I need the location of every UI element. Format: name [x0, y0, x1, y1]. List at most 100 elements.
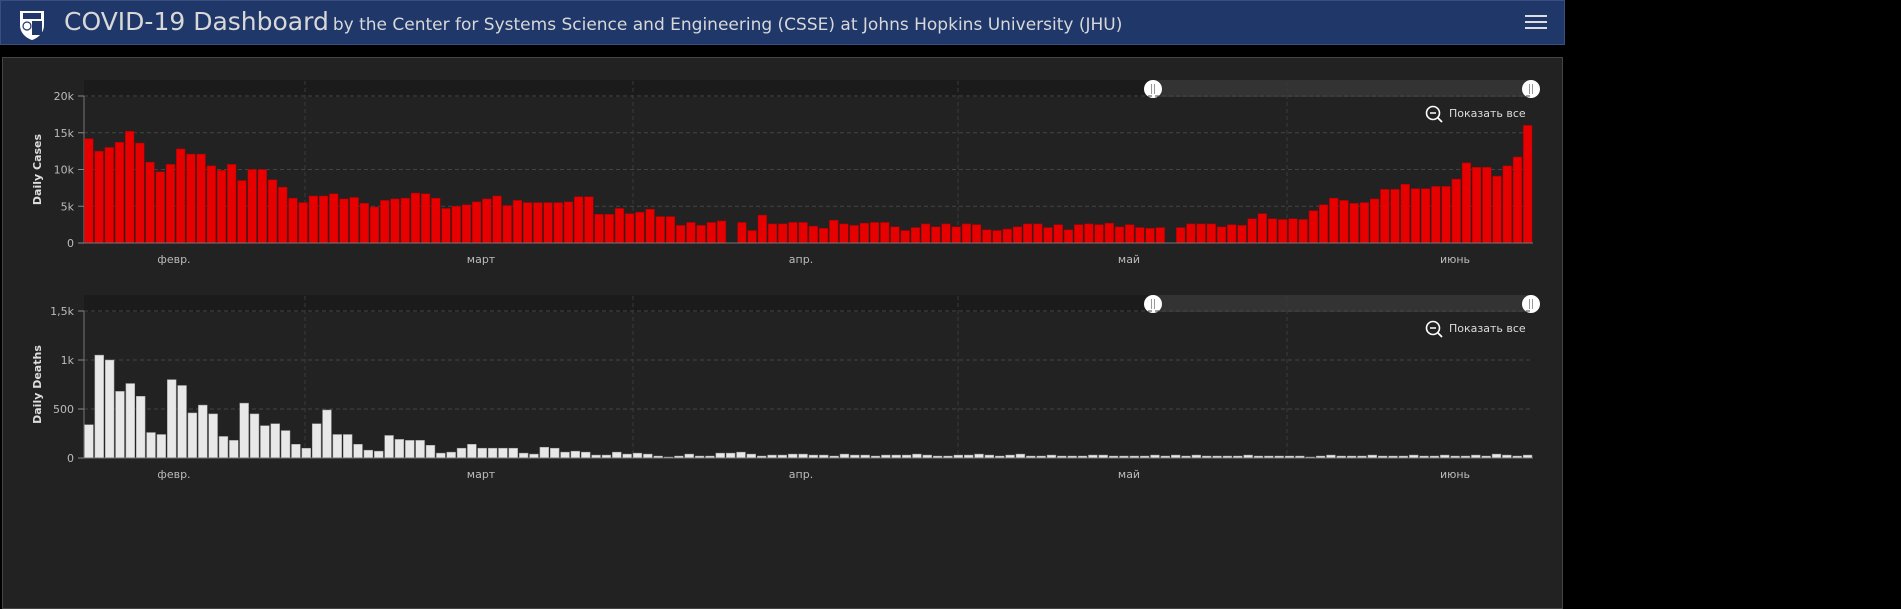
daily-cases-bar[interactable]: [318, 195, 329, 244]
daily-cases-bar[interactable]: [94, 150, 104, 244]
daily-deaths-bar[interactable]: [115, 391, 125, 459]
daily-cases-bar[interactable]: [859, 222, 869, 244]
daily-cases-bar[interactable]: [349, 197, 359, 244]
daily-cases-bar[interactable]: [1135, 227, 1145, 244]
daily-cases-bar[interactable]: [1104, 222, 1114, 244]
daily-cases-bar[interactable]: [1196, 223, 1206, 244]
daily-deaths-bar[interactable]: [374, 450, 384, 459]
daily-cases-bar[interactable]: [941, 223, 951, 244]
daily-cases-bar[interactable]: [584, 196, 594, 244]
daily-cases-bar[interactable]: [176, 148, 186, 244]
daily-deaths-bar[interactable]: [353, 444, 363, 459]
daily-cases-bar[interactable]: [533, 202, 543, 244]
daily-cases-bar[interactable]: [84, 138, 94, 244]
daily-cases-bar[interactable]: [1074, 224, 1084, 244]
daily-deaths-bar[interactable]: [1491, 453, 1502, 459]
daily-cases-bar[interactable]: [798, 222, 808, 244]
daily-deaths-bar[interactable]: [394, 439, 405, 459]
daily-cases-bar[interactable]: [1012, 226, 1023, 244]
daily-cases-bar[interactable]: [1369, 198, 1380, 244]
daily-cases-bar[interactable]: [451, 206, 461, 244]
daily-deaths-bar[interactable]: [280, 430, 291, 459]
daily-cases-bar[interactable]: [165, 164, 176, 244]
daily-cases-bar[interactable]: [829, 219, 839, 244]
daily-deaths-bar[interactable]: [518, 452, 529, 459]
daily-deaths-bar[interactable]: [94, 354, 104, 459]
daily-deaths-bar[interactable]: [612, 451, 622, 459]
daily-cases-bar[interactable]: [257, 169, 267, 244]
daily-cases-bar[interactable]: [716, 220, 727, 244]
daily-cases-bar[interactable]: [1023, 223, 1033, 244]
daily-deaths-bar[interactable]: [229, 440, 239, 459]
daily-cases-bar[interactable]: [951, 226, 961, 244]
daily-cases-bar[interactable]: [757, 214, 767, 244]
daily-cases-bar[interactable]: [492, 195, 502, 244]
daily-cases-bar[interactable]: [594, 214, 604, 244]
daily-deaths-bar[interactable]: [725, 452, 736, 459]
daily-deaths-bar[interactable]: [198, 404, 208, 459]
daily-cases-bar[interactable]: [1359, 202, 1369, 244]
daily-deaths-bar[interactable]: [311, 423, 322, 459]
daily-cases-bar[interactable]: [1247, 218, 1257, 244]
daily-cases-bar[interactable]: [1390, 189, 1400, 244]
daily-deaths-bar[interactable]: [260, 425, 270, 459]
daily-cases-bar[interactable]: [614, 208, 625, 244]
daily-cases-bar[interactable]: [359, 203, 369, 244]
daily-deaths-bar[interactable]: [270, 423, 280, 459]
daily-cases-bar[interactable]: [1308, 210, 1318, 244]
daily-deaths-bar[interactable]: [467, 444, 477, 459]
daily-cases-bar[interactable]: [788, 222, 798, 244]
daily-cases-bar[interactable]: [329, 193, 339, 244]
daily-deaths-bar[interactable]: [322, 409, 332, 459]
daily-deaths-bar[interactable]: [239, 402, 249, 459]
daily-cases-bar[interactable]: [216, 169, 227, 244]
daily-cases-bar[interactable]: [482, 198, 492, 244]
daily-cases-bar[interactable]: [1451, 178, 1461, 244]
daily-cases-bar[interactable]: [1339, 200, 1349, 244]
daily-cases-bar[interactable]: [1502, 165, 1512, 244]
daily-deaths-bar[interactable]: [539, 446, 550, 459]
daily-cases-bar[interactable]: [890, 226, 900, 244]
zoom-out-icon[interactable]: [1425, 320, 1441, 336]
daily-deaths-bar[interactable]: [104, 359, 115, 459]
daily-deaths-bar[interactable]: [363, 449, 374, 459]
daily-cases-bar[interactable]: [696, 225, 706, 244]
daily-cases-bar[interactable]: [1492, 175, 1502, 244]
daily-cases-bar[interactable]: [298, 202, 308, 244]
daily-cases-bar[interactable]: [1441, 186, 1451, 244]
daily-cases-bar[interactable]: [1257, 213, 1267, 244]
range-selection[interactable]: [1153, 80, 1533, 97]
daily-cases-bar[interactable]: [186, 153, 196, 244]
daily-deaths-bar[interactable]: [167, 379, 177, 459]
daily-cases-bar[interactable]: [400, 197, 410, 244]
range-handle-start[interactable]: [1144, 295, 1162, 313]
daily-deaths-bar[interactable]: [208, 413, 218, 459]
daily-deaths-bar[interactable]: [125, 383, 136, 459]
daily-cases-bar[interactable]: [125, 131, 135, 244]
daily-deaths-bar[interactable]: [177, 385, 187, 459]
daily-cases-bar[interactable]: [992, 230, 1002, 244]
daily-cases-bar[interactable]: [818, 228, 829, 244]
daily-deaths-bar[interactable]: [415, 440, 425, 459]
daily-deaths-bar[interactable]: [788, 453, 798, 459]
daily-cases-bar[interactable]: [767, 223, 778, 244]
daily-cases-bar[interactable]: [1145, 228, 1155, 244]
daily-deaths-bar[interactable]: [715, 452, 725, 459]
daily-deaths-bar[interactable]: [301, 447, 311, 459]
daily-deaths-bar[interactable]: [508, 447, 518, 459]
daily-cases-bar[interactable]: [706, 222, 716, 244]
daily-cases-bar[interactable]: [1482, 167, 1492, 244]
daily-cases-bar[interactable]: [441, 208, 451, 244]
daily-cases-bar[interactable]: [563, 201, 574, 244]
daily-cases-bar[interactable]: [1227, 224, 1237, 244]
daily-cases-bar[interactable]: [1523, 125, 1533, 244]
daily-deaths-bar[interactable]: [146, 432, 156, 459]
daily-cases-bar[interactable]: [972, 224, 982, 244]
daily-deaths-bar[interactable]: [343, 434, 353, 459]
hamburger-menu-icon[interactable]: [1525, 11, 1547, 33]
daily-cases-bar[interactable]: [155, 171, 165, 244]
daily-cases-bar[interactable]: [604, 214, 614, 244]
daily-cases-bar[interactable]: [1278, 219, 1288, 244]
daily-cases-bar[interactable]: [237, 180, 247, 244]
daily-deaths-bar[interactable]: [405, 440, 415, 459]
